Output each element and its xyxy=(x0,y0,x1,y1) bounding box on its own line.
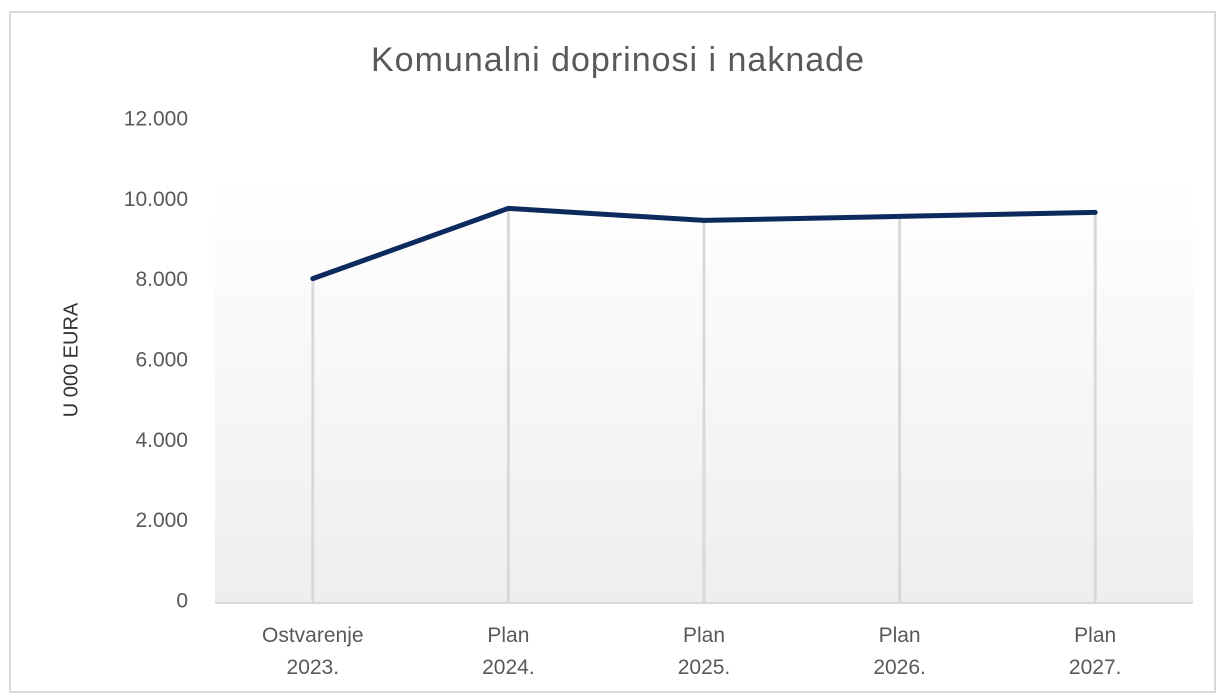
y-tick-label: 12.000 xyxy=(124,108,188,131)
y-tick-label: 0 xyxy=(176,590,188,613)
y-axis-title: U 000 EURA xyxy=(60,302,82,417)
chart-title: Komunalni doprinosi i naknade xyxy=(371,41,865,79)
x-tick-label: Ostvarenje 2023. xyxy=(262,624,364,679)
line-series xyxy=(310,205,1098,282)
y-tick-label: 8.000 xyxy=(135,268,188,291)
y-tick-label: 10.000 xyxy=(124,188,188,211)
x-tick-label: Plan 2026. xyxy=(873,624,926,679)
y-tick-label: 6.000 xyxy=(135,349,188,372)
y-tick-label: 2.000 xyxy=(135,509,188,532)
x-tick-label: Plan 2027. xyxy=(1069,624,1122,679)
x-tick-label: Plan 2025. xyxy=(678,624,731,679)
y-tick-label: 4.000 xyxy=(135,429,188,452)
x-tick-label: Plan 2024. xyxy=(482,624,535,679)
